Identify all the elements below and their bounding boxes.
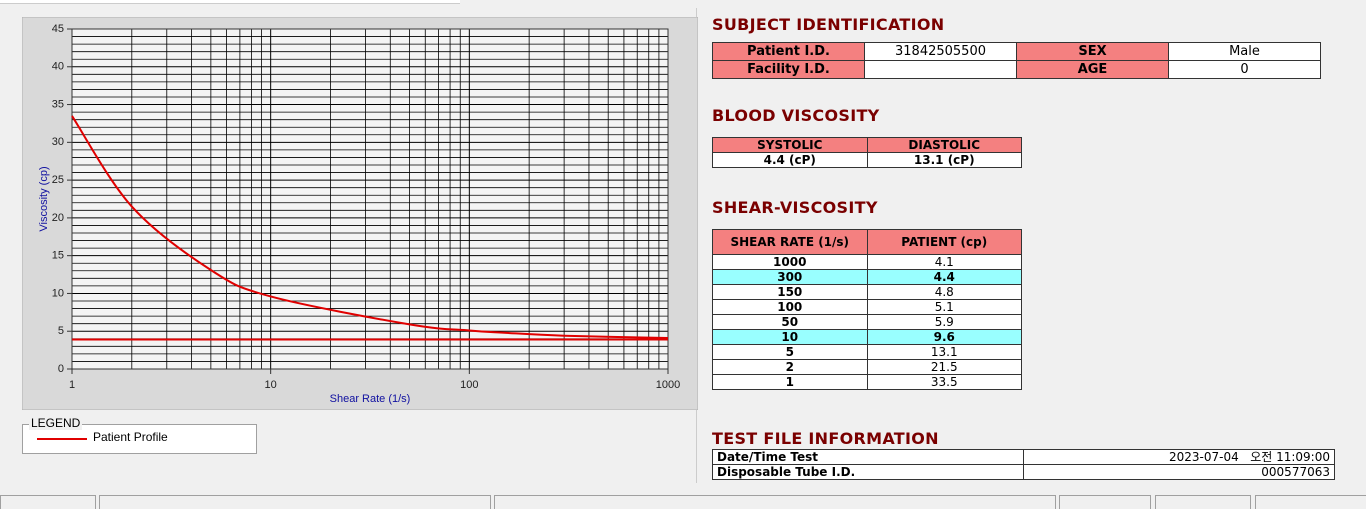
table-row: 1 33.5 <box>712 374 1022 390</box>
table-cell: 4.1 <box>866 254 1022 270</box>
table-cell: 2 <box>712 359 868 375</box>
status-cell <box>99 495 491 509</box>
table-cell: 4.4 <box>866 269 1022 285</box>
table-cell: 000577063 <box>1023 464 1335 480</box>
y-tick-label: 25 <box>52 174 64 186</box>
table-cell: 50 <box>712 314 868 330</box>
legend: LEGEND Patient Profile <box>22 416 257 454</box>
test-table: Date/Time Test 2023-07-04 오전 11:09:00 Disp… <box>712 449 1335 480</box>
table-cell: 5 <box>712 344 868 360</box>
table-row: Patient I.D. 31842505500 SEX Male <box>712 42 1321 61</box>
plot-border <box>71 28 669 370</box>
table-cell: 13.1 <box>866 344 1022 360</box>
table-cell: 1000 <box>712 254 868 270</box>
section-title: TEST FILE INFORMATION <box>712 429 939 448</box>
table-cell: SEX <box>1016 42 1169 61</box>
x-tick-label: 1000 <box>656 379 680 391</box>
table-cell: 4.8 <box>866 284 1022 300</box>
table-cell: SYSTOLIC <box>712 137 868 153</box>
table-cell: 4.4 (cP) <box>712 152 868 168</box>
section-title: SHEAR-VISCOSITY <box>712 198 878 217</box>
y-tick-label: 10 <box>52 287 64 299</box>
table-cell: SHEAR RATE (1/s) <box>712 229 868 255</box>
y-tick-label: 5 <box>58 325 64 337</box>
status-cell <box>494 495 1056 509</box>
top-tab <box>0 0 460 4</box>
status-cell <box>1255 495 1366 509</box>
table-row: 2 21.5 <box>712 359 1022 375</box>
table-cell: 2023-07-04 오전 11:09:00 <box>1023 449 1335 465</box>
table-row: Facility I.D. AGE 0 <box>712 60 1321 79</box>
series-line <box>71 115 669 340</box>
table-cell: Patient I.D. <box>712 42 865 61</box>
table-row: 1000 4.1 <box>712 254 1022 270</box>
table-row: 5 13.1 <box>712 344 1022 360</box>
legend-title: LEGEND <box>29 416 83 430</box>
y-tick-label: 45 <box>52 23 64 35</box>
x-tick-label: 100 <box>460 379 478 391</box>
table-cell: 1 <box>712 374 868 390</box>
table-row: SYSTOLIC DIASTOLIC <box>712 137 1022 153</box>
x-axis-label: Shear Rate (1/s) <box>330 393 411 405</box>
table-row: 150 4.8 <box>712 284 1022 300</box>
table-row: 100 5.1 <box>712 299 1022 315</box>
section-title: SUBJECT IDENTIFICATION <box>712 15 945 34</box>
status-cell <box>1155 495 1251 509</box>
table-cell: Disposable Tube I.D. <box>712 464 1024 480</box>
table-cell: DIASTOLIC <box>866 137 1022 153</box>
y-tick-label: 20 <box>52 212 64 224</box>
y-tick-label: 15 <box>52 250 64 262</box>
status-cell <box>0 495 96 509</box>
y-axis-label: Viscosity (cp) <box>38 166 50 231</box>
table-cell: Male <box>1168 42 1321 61</box>
table-row: 4.4 (cP) 13.1 (cP) <box>712 152 1022 168</box>
table-cell: 13.1 (cP) <box>866 152 1022 168</box>
y-tick-label: 35 <box>52 98 64 110</box>
x-tick-label: 1 <box>69 379 75 391</box>
shear-table: SHEAR RATE (1/s) PATIENT (cp) 1000 4.1 300 4.… <box>712 229 1022 390</box>
table-cell: 33.5 <box>866 374 1022 390</box>
subject-table: Patient I.D. 31842505500 SEX Male Facility I… <box>712 42 1321 79</box>
y-tick-label: 30 <box>52 136 64 148</box>
table-row: SHEAR RATE (1/s) PATIENT (cp) <box>712 229 1022 255</box>
table-cell: 300 <box>712 269 868 285</box>
table-cell: 9.6 <box>866 329 1022 345</box>
table-row: 50 5.9 <box>712 314 1022 330</box>
table-row: 300 4.4 <box>712 269 1022 285</box>
y-tick-label: 0 <box>58 363 64 375</box>
blood-table: SYSTOLIC DIASTOLIC 4.4 (cP) 13.1 (cP) <box>712 137 1022 168</box>
table-cell <box>864 60 1017 79</box>
table-row: 10 9.6 <box>712 329 1022 345</box>
chart: Shear Rate (1/s) Viscosity (cp) 0 5 10 15 20… <box>22 17 698 410</box>
table-cell: 5.9 <box>866 314 1022 330</box>
table-cell: 0 <box>1168 60 1321 79</box>
table-cell: 10 <box>712 329 868 345</box>
plot-area <box>72 29 668 369</box>
table-cell: Facility I.D. <box>712 60 865 79</box>
section-title: BLOOD VISCOSITY <box>712 106 880 125</box>
x-tick-label: 10 <box>265 379 277 391</box>
table-cell: 31842505500 <box>864 42 1017 61</box>
table-cell: Date/Time Test <box>712 449 1024 465</box>
status-cell <box>1059 495 1151 509</box>
legend-label: Patient Profile <box>93 430 168 444</box>
table-cell: AGE <box>1016 60 1169 79</box>
table-row: Date/Time Test 2023-07-04 오전 11:09:00 <box>712 449 1335 465</box>
legend-swatch <box>37 438 87 440</box>
y-tick-label: 40 <box>52 61 64 73</box>
table-cell: 100 <box>712 299 868 315</box>
table-row: Disposable Tube I.D. 000577063 <box>712 464 1335 480</box>
table-cell: 5.1 <box>866 299 1022 315</box>
table-cell: 21.5 <box>866 359 1022 375</box>
table-cell: 150 <box>712 284 868 300</box>
table-cell: PATIENT (cp) <box>866 229 1022 255</box>
